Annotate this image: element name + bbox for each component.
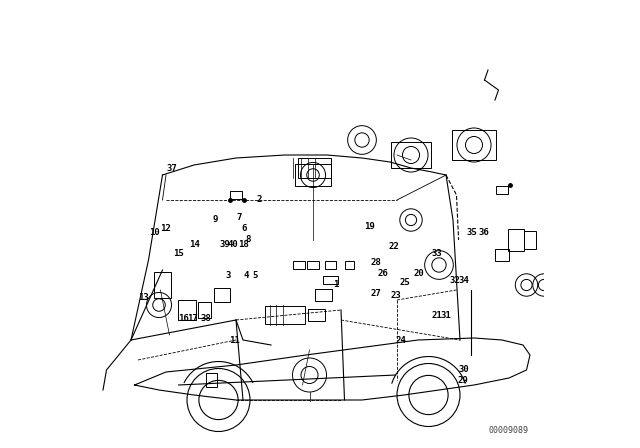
Text: 40: 40 bbox=[227, 240, 238, 249]
Bar bbox=[295, 164, 331, 186]
Bar bbox=[308, 310, 326, 321]
Text: 30: 30 bbox=[458, 365, 468, 374]
Text: 34: 34 bbox=[458, 276, 468, 284]
Text: 36: 36 bbox=[478, 228, 489, 237]
Text: 7: 7 bbox=[237, 213, 242, 222]
Bar bbox=[293, 261, 305, 270]
Text: 20: 20 bbox=[413, 269, 424, 278]
Text: 29: 29 bbox=[458, 376, 468, 385]
Text: 22: 22 bbox=[388, 242, 399, 251]
Text: 19: 19 bbox=[364, 222, 374, 231]
Bar bbox=[452, 130, 497, 159]
Text: 16: 16 bbox=[178, 314, 189, 323]
Text: 5: 5 bbox=[252, 271, 258, 280]
Bar bbox=[495, 250, 509, 261]
Text: 11: 11 bbox=[230, 336, 240, 345]
Bar bbox=[325, 261, 336, 270]
Bar bbox=[230, 190, 242, 199]
Text: 17: 17 bbox=[187, 314, 198, 323]
Bar bbox=[345, 261, 354, 270]
Bar bbox=[265, 306, 305, 324]
Text: 32: 32 bbox=[449, 276, 460, 284]
Bar bbox=[323, 276, 339, 284]
Text: 15: 15 bbox=[173, 249, 184, 258]
Text: 24: 24 bbox=[396, 336, 406, 345]
Text: 28: 28 bbox=[371, 258, 381, 267]
Text: 26: 26 bbox=[378, 269, 388, 278]
Bar bbox=[198, 302, 211, 318]
Text: 4: 4 bbox=[243, 271, 249, 280]
Bar bbox=[206, 373, 217, 387]
Bar bbox=[508, 229, 524, 251]
Bar bbox=[298, 158, 332, 178]
Text: 13: 13 bbox=[138, 293, 148, 302]
Bar bbox=[178, 300, 196, 320]
Text: 14: 14 bbox=[189, 240, 200, 249]
Text: 35: 35 bbox=[467, 228, 477, 237]
Text: 39: 39 bbox=[220, 240, 230, 249]
Text: 21: 21 bbox=[431, 311, 442, 320]
Text: 6: 6 bbox=[241, 224, 246, 233]
Text: 12: 12 bbox=[160, 224, 171, 233]
Text: 3: 3 bbox=[225, 271, 231, 280]
Text: 00009089: 00009089 bbox=[488, 426, 528, 435]
Text: 33: 33 bbox=[431, 249, 442, 258]
Text: 18: 18 bbox=[239, 240, 249, 249]
Text: 10: 10 bbox=[149, 228, 159, 237]
Bar bbox=[391, 142, 431, 168]
Bar bbox=[524, 231, 536, 249]
Bar bbox=[314, 289, 332, 301]
Text: 37: 37 bbox=[167, 164, 177, 172]
Text: 9: 9 bbox=[212, 215, 218, 224]
Text: 25: 25 bbox=[400, 278, 410, 287]
Text: 8: 8 bbox=[246, 235, 251, 244]
Bar bbox=[497, 185, 508, 194]
Text: 31: 31 bbox=[440, 311, 451, 320]
Text: 38: 38 bbox=[200, 314, 211, 323]
Text: 27: 27 bbox=[371, 289, 381, 298]
Text: 1: 1 bbox=[333, 280, 339, 289]
Bar bbox=[214, 288, 230, 302]
Text: 23: 23 bbox=[391, 291, 401, 300]
Bar bbox=[307, 261, 319, 270]
Text: 2: 2 bbox=[257, 195, 262, 204]
Bar bbox=[154, 271, 172, 298]
